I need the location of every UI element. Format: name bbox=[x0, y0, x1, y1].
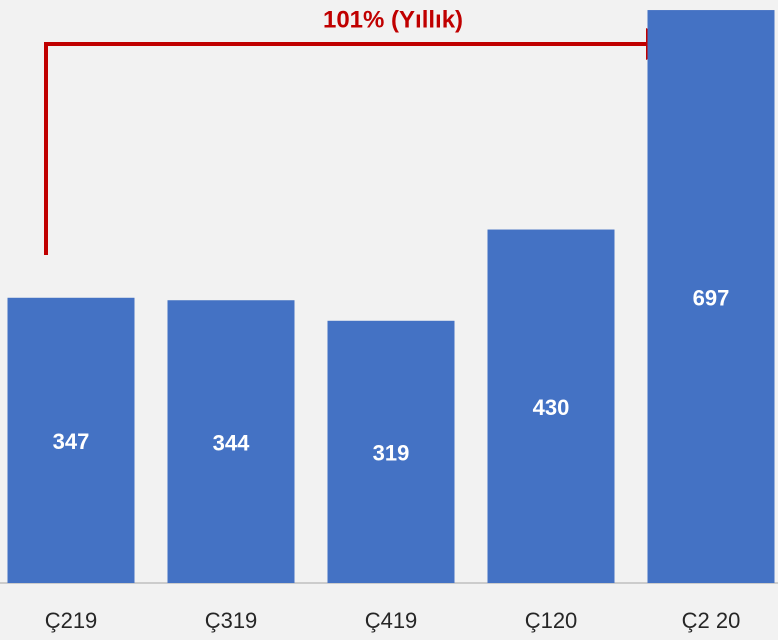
annotation: 101% (Yıllık) bbox=[323, 6, 463, 33]
value-label: 344 bbox=[213, 430, 250, 455]
x-tick-label: Ç319 bbox=[205, 608, 258, 633]
value-label: 347 bbox=[53, 429, 90, 454]
x-tick-label: Ç120 bbox=[525, 608, 578, 633]
x-tick-label: Ç2 20 bbox=[682, 608, 741, 633]
x-tick-label: Ç419 bbox=[365, 608, 418, 633]
bar bbox=[327, 320, 455, 583]
bar bbox=[647, 10, 775, 584]
x-tick-label: Ç219 bbox=[45, 608, 98, 633]
value-label: 697 bbox=[693, 285, 730, 310]
bar bbox=[167, 300, 295, 583]
bar bbox=[7, 297, 135, 583]
value-label: 430 bbox=[533, 395, 570, 420]
growth-arrow bbox=[44, 28, 678, 255]
bar bbox=[487, 229, 615, 584]
value-label: 319 bbox=[373, 441, 410, 466]
